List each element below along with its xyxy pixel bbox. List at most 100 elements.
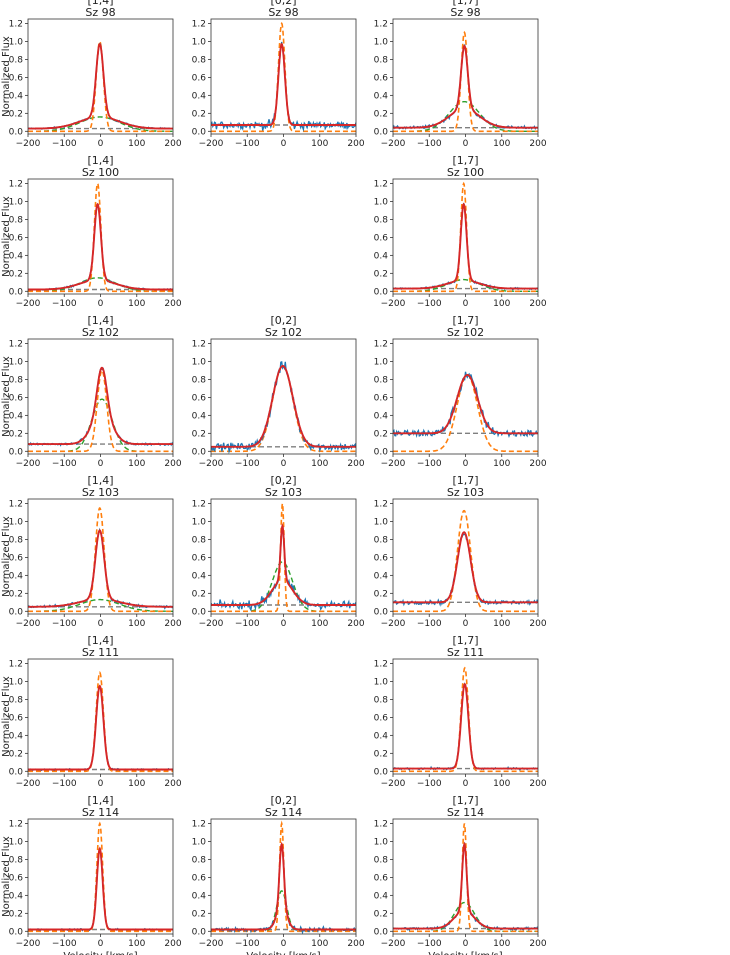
axes-frame bbox=[392, 178, 539, 295]
x-tick-label: 200 bbox=[529, 779, 546, 789]
y-tick-label: 0.4 bbox=[192, 91, 207, 101]
x-tick-label: −100 bbox=[52, 779, 77, 789]
axes-frame bbox=[392, 338, 539, 455]
subplot-transition-title: [1,7] bbox=[452, 634, 478, 647]
subplot-transition-title: [1,4] bbox=[87, 634, 113, 647]
plot-area bbox=[28, 821, 173, 933]
total-fit-line bbox=[28, 42, 173, 130]
y-tick-label: 1.0 bbox=[9, 357, 24, 367]
subplot-sz-100-17: [1,7]Sz 100 −200 −100 0 100 200 0.0 0.2 0.4 0.6 0.… bbox=[374, 154, 547, 309]
y-tick-label: 0.0 bbox=[9, 927, 24, 937]
x-tick-label: 200 bbox=[164, 619, 181, 629]
y-tick-label: 0.2 bbox=[374, 429, 388, 439]
x-tick-label: −100 bbox=[52, 459, 77, 469]
total-fit-line bbox=[28, 202, 173, 291]
x-tick-label: 0 bbox=[463, 139, 469, 149]
narrow-component-line bbox=[393, 181, 538, 293]
y-tick-label: 0.6 bbox=[374, 553, 389, 563]
y-tick-label: 1.0 bbox=[192, 517, 207, 527]
x-tick-label: 0 bbox=[98, 139, 104, 149]
x-tick-label: −100 bbox=[417, 459, 442, 469]
x-tick-label: 100 bbox=[128, 459, 145, 469]
y-tick-label: 0.8 bbox=[374, 535, 389, 545]
y-tick-label: 1.0 bbox=[9, 837, 24, 847]
y-tick-label: 0.2 bbox=[374, 109, 388, 119]
y-tick-label: 1.2 bbox=[374, 499, 388, 509]
y-tick-label: 0.8 bbox=[9, 535, 24, 545]
y-tick-label: 0.8 bbox=[374, 695, 389, 705]
x-tick-label: 100 bbox=[128, 299, 145, 309]
x-tick-label: −200 bbox=[16, 459, 41, 469]
total-fit-line bbox=[211, 523, 356, 606]
subplot-transition-title: [1,7] bbox=[452, 154, 478, 167]
x-tick-label: −100 bbox=[417, 619, 442, 629]
y-tick-label: 1.0 bbox=[9, 197, 24, 207]
subplot-transition-title: [1,7] bbox=[452, 0, 478, 7]
subplot-star-title: Sz 114 bbox=[265, 806, 302, 819]
y-tick-label: 0.8 bbox=[9, 215, 24, 225]
x-tick-label: −200 bbox=[16, 139, 41, 149]
narrow-component-line bbox=[211, 21, 356, 133]
plot-area bbox=[393, 509, 538, 613]
x-tick-label: −200 bbox=[381, 459, 406, 469]
axes-frame bbox=[27, 498, 174, 615]
y-tick-label: 0.4 bbox=[9, 251, 24, 261]
y-axis-label: Normalized Flux bbox=[1, 516, 12, 597]
x-tick-label: 100 bbox=[493, 139, 510, 149]
plot-area bbox=[28, 366, 173, 453]
y-tick-label: 0.2 bbox=[374, 749, 388, 759]
axes-frame bbox=[27, 818, 174, 935]
x-tick-label: −100 bbox=[52, 939, 77, 949]
y-tick-label: 0.2 bbox=[9, 269, 23, 279]
y-tick-label: 0.6 bbox=[9, 873, 24, 883]
subplot-star-title: Sz 102 bbox=[265, 326, 302, 339]
y-tick-label: 1.0 bbox=[374, 37, 389, 47]
narrow-component-line bbox=[393, 509, 538, 613]
subplot-transition-title: [1,4] bbox=[87, 314, 113, 327]
y-axis-label: Normalized Flux bbox=[1, 356, 12, 437]
plot-area bbox=[393, 30, 538, 133]
subplot-transition-title: [1,4] bbox=[87, 474, 113, 487]
x-tick-label: 100 bbox=[128, 139, 145, 149]
subplot-star-title: Sz 100 bbox=[447, 166, 484, 179]
x-tick-label: −200 bbox=[199, 139, 224, 149]
x-tick-label: −100 bbox=[417, 299, 442, 309]
y-tick-label: 0.4 bbox=[374, 411, 389, 421]
x-tick-label: 100 bbox=[493, 619, 510, 629]
y-tick-label: 0.0 bbox=[9, 127, 24, 137]
x-tick-label: 0 bbox=[98, 939, 104, 949]
plot-area bbox=[393, 371, 538, 453]
y-tick-label: 0.0 bbox=[374, 767, 389, 777]
subplot-star-title: Sz 98 bbox=[450, 6, 480, 19]
y-tick-label: 0.0 bbox=[374, 927, 389, 937]
y-tick-label: 0.0 bbox=[374, 607, 389, 617]
plot-area bbox=[28, 506, 173, 613]
y-tick-label: 1.2 bbox=[9, 19, 23, 29]
x-tick-label: 0 bbox=[281, 939, 287, 949]
y-tick-label: 0.6 bbox=[9, 73, 24, 83]
narrow-component-line bbox=[28, 506, 173, 613]
x-tick-label: −200 bbox=[16, 939, 41, 949]
x-tick-label: 200 bbox=[164, 779, 181, 789]
x-tick-label: 200 bbox=[529, 939, 546, 949]
axes-frame bbox=[27, 338, 174, 455]
x-tick-label: −100 bbox=[52, 139, 77, 149]
y-tick-label: 0.8 bbox=[9, 55, 24, 65]
y-tick-label: 1.0 bbox=[374, 517, 389, 527]
y-tick-label: 0.4 bbox=[9, 91, 24, 101]
subplot-star-title: Sz 114 bbox=[447, 806, 484, 819]
y-tick-label: 0.8 bbox=[192, 855, 207, 865]
narrow-component-line bbox=[211, 365, 356, 453]
subplot-sz-102-02: [0,2]Sz 102 −200 −100 0 100 200 0.0 0.2 0.4 0.6 0.… bbox=[192, 314, 365, 469]
x-tick-label: 200 bbox=[347, 139, 364, 149]
y-tick-label: 0.6 bbox=[374, 73, 389, 83]
y-tick-label: 0.8 bbox=[192, 375, 207, 385]
y-tick-label: 0.2 bbox=[9, 109, 23, 119]
subplot-sz-103-02: [0,2]Sz 103 −200 −100 0 100 200 0.0 0.2 0.4 0.6 0.… bbox=[192, 474, 365, 629]
x-tick-label: 0 bbox=[98, 299, 104, 309]
y-tick-label: 0.2 bbox=[192, 109, 206, 119]
y-tick-label: 1.2 bbox=[9, 819, 23, 829]
subplot-star-title: Sz 102 bbox=[82, 326, 119, 339]
broad-component-line bbox=[28, 116, 173, 132]
